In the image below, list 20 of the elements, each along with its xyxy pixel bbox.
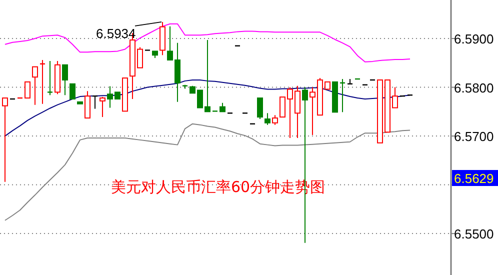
candlestick	[2, 98, 8, 182]
line-series	[4, 23, 410, 62]
candlestick	[32, 66, 38, 106]
candlestick	[264, 112, 270, 126]
candlestick	[257, 98, 263, 120]
candlestick	[24, 81, 30, 99]
candlestick	[62, 64, 68, 96]
y-tick-label: 6.5800	[454, 80, 494, 96]
candlestick	[46, 60, 54, 96]
annotation: 6.5934	[96, 26, 136, 41]
text: 6.5629	[454, 171, 494, 186]
candlestick	[272, 114, 278, 126]
y-tick-label: 6.5900	[454, 32, 494, 47]
candlestick	[160, 21, 166, 56]
candlestick	[84, 90, 90, 118]
candlestick	[70, 83, 76, 100]
y-tick-label: 6.5500	[454, 226, 494, 242]
candlestick	[100, 96, 106, 118]
line-series	[4, 79, 410, 137]
y-tick-label: 6.5700	[454, 129, 494, 144]
